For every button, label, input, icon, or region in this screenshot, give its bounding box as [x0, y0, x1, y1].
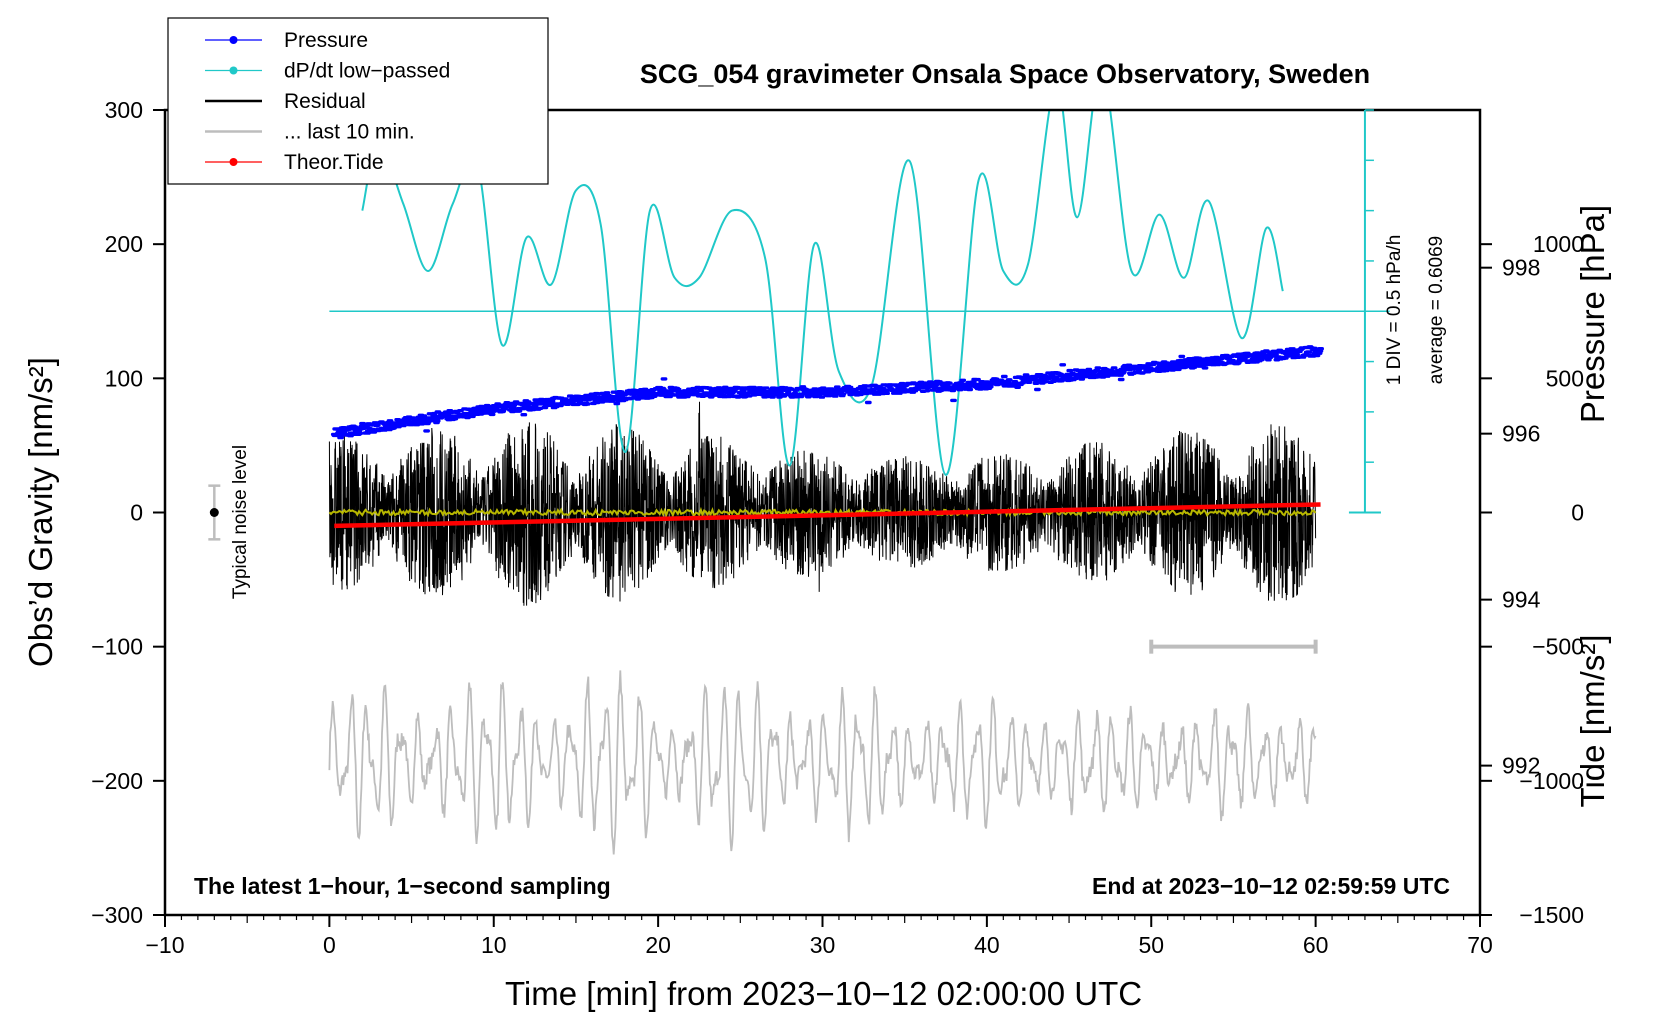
pressure-tick-label: 996 — [1502, 421, 1540, 447]
legend-marker — [229, 66, 238, 75]
pressure-tick-label: 994 — [1502, 587, 1541, 613]
x-tick-label: 60 — [1303, 932, 1329, 958]
series-layer — [208, 110, 1390, 855]
x-tick-label: 40 — [974, 932, 1000, 958]
x-axis-label: Time [min] from 2023−10−12 02:00:00 UTC — [505, 975, 1142, 1012]
x-tick-label: 50 — [1138, 932, 1164, 958]
legend-label: dP/dt low−passed — [284, 60, 450, 83]
x-tick-label: 20 — [645, 932, 671, 958]
average-label: average = 0.6069 — [1426, 236, 1447, 384]
legend: Pressure dP/dt low−passed Residual ... last… — [167, 17, 549, 185]
series-pressure — [330, 345, 1324, 440]
plot-area — [208, 110, 1390, 855]
tide-tick-label: 500 — [1546, 365, 1584, 391]
pressure-tick-label: 992 — [1502, 753, 1540, 779]
series-theoretical-tide — [334, 502, 1321, 529]
tide-tick-label: 0 — [1571, 500, 1584, 526]
x-tick-label: 70 — [1467, 932, 1493, 958]
dpdt-scale-axis — [1348, 109, 1381, 514]
sampling-note: The latest 1−hour, 1−second sampling — [194, 873, 611, 899]
y-axis-left: 300 200 100 0 −100 −200 −300 — [91, 97, 165, 928]
y-left-tick-label: 200 — [105, 231, 143, 257]
pressure-axis-label: Pressure [hPa] — [1574, 205, 1611, 423]
y-left-tick-label: 100 — [105, 365, 143, 391]
div-scale-label: 1 DIV = 0.5 hPa/h — [1384, 235, 1405, 386]
noise-bar-point — [209, 508, 219, 517]
legend-label: Residual — [284, 90, 366, 113]
x-axis: −10 0 10 20 30 40 50 60 70 — [145, 915, 1493, 958]
series-last-10-min — [328, 670, 1317, 855]
pressure-tick-label: 998 — [1502, 255, 1540, 281]
x-tick-label: 0 — [323, 932, 336, 958]
legend-marker — [229, 36, 238, 44]
y-left-tick-label: −100 — [91, 634, 143, 660]
tide-axis-label: Tide [nm/s²] — [1574, 635, 1611, 808]
legend-label: Theor.Tide — [284, 151, 384, 174]
y-left-tick-label: 300 — [105, 97, 143, 123]
y-left-tick-label: −200 — [91, 768, 143, 794]
noise-level-label: Typical noise level — [230, 445, 251, 599]
legend-label: ... last 10 min. — [284, 121, 415, 144]
x-tick-label: −10 — [145, 932, 184, 958]
series-dpdt — [361, 110, 1284, 476]
y-axis-label-left: Obs’d Gravity [nm/s²] — [22, 357, 59, 667]
tide-axis: 1000 500 0 −500 −1000 −1500 — [1480, 231, 1584, 928]
tide-tick-label: −1500 — [1519, 902, 1584, 928]
series-residual-smoothed — [328, 506, 1317, 519]
tide-tick-label: 1000 — [1533, 231, 1584, 257]
legend-marker — [229, 158, 238, 166]
series-residual — [328, 401, 1317, 606]
tide-tick-label: −500 — [1532, 634, 1584, 660]
y-left-tick-label: 0 — [130, 500, 143, 526]
legend-label: Pressure — [284, 29, 368, 52]
end-time-note: End at 2023−10−12 02:59:59 UTC — [1092, 873, 1450, 899]
tide-tick-label: −1000 — [1519, 768, 1584, 794]
y-left-tick-label: −300 — [91, 902, 143, 928]
x-tick-label: 30 — [810, 932, 836, 958]
x-tick-label: 10 — [481, 932, 507, 958]
chart-title: SCG_054 gravimeter Onsala Space Observat… — [640, 59, 1370, 89]
pressure-axis: 998 996 994 992 — [1480, 255, 1541, 779]
